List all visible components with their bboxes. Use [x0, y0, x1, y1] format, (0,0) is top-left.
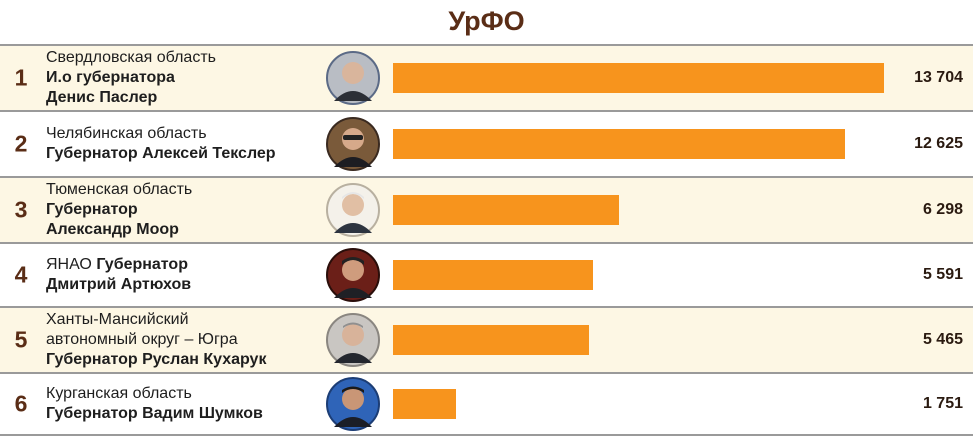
- ranking-row: 2 Челябинская область Губернатор Алексей…: [0, 110, 973, 176]
- region-label: Челябинская область Губернатор Алексей Т…: [46, 124, 316, 164]
- data-label: 13 704: [914, 69, 963, 86]
- region-label: Свердловская область И.о губернатора Ден…: [46, 48, 316, 108]
- chart-title: УрФО: [448, 6, 525, 36]
- region-label: Курганская область Губернатор Вадим Шумк…: [46, 384, 316, 424]
- governor-photo: [326, 117, 380, 171]
- rank-number: 6: [14, 390, 28, 417]
- region-label: ЯНАО Губернатор Дмитрий Артюхов: [46, 255, 316, 295]
- governor-photo: [326, 377, 380, 431]
- bar: [393, 195, 619, 225]
- ranking-row: 4 ЯНАО Губернатор Дмитрий Артюхов 5 591: [0, 242, 973, 306]
- governor-title: Губернатор: [46, 201, 138, 218]
- governor-name: Денис Паслер: [46, 89, 158, 106]
- governor-photo: [326, 51, 380, 105]
- region-label: Тюменская область Губернатор Александр М…: [46, 180, 316, 240]
- bar: [393, 129, 845, 159]
- ranking-row: 6 Курганская область Губернатор Вадим Шу…: [0, 372, 973, 436]
- data-label: 6 298: [922, 201, 963, 218]
- governor-title: Губернатор Вадим Шумков: [46, 405, 263, 422]
- region-label: Ханты-Мансийский автономный округ – Югра…: [46, 310, 316, 370]
- ranking-row: 3 Тюменская область Губернатор Александр…: [0, 176, 973, 242]
- region-name: Курганская область: [46, 385, 192, 402]
- data-label: 1 751: [922, 395, 963, 412]
- rank-number: 1: [14, 64, 28, 91]
- governor-name: Губернатор Руслан Кухарук: [46, 351, 267, 368]
- governor-title: Дмитрий Артюхов: [46, 276, 192, 293]
- region-name: Ханты-Мансийский: [46, 311, 189, 328]
- rank-number: 5: [14, 326, 28, 353]
- region-name: ЯНАО: [46, 256, 97, 273]
- region-name: Свердловская область: [46, 49, 216, 66]
- bar: [393, 63, 884, 93]
- rank-number: 2: [14, 130, 28, 157]
- rank-number: 4: [14, 261, 28, 288]
- region-name-bold: Губернатор: [96, 256, 188, 273]
- data-label: 5 465: [922, 331, 963, 348]
- bar: [393, 389, 456, 419]
- governor-photo: [326, 183, 380, 237]
- region-name: Тюменская область: [46, 181, 193, 198]
- ranking-row: 1 Свердловская область И.о губернатора Д…: [0, 44, 973, 110]
- rank-number: 3: [14, 196, 28, 223]
- data-label: 12 625: [914, 135, 963, 152]
- governor-title: И.о губернатора: [46, 69, 175, 86]
- ranking-row: 5 Ханты-Мансийский автономный округ – Юг…: [0, 306, 973, 372]
- region-name-cont: автономный округ – Югра: [46, 331, 238, 348]
- governor-title: Губернатор Алексей Текслер: [46, 145, 276, 162]
- governor-photo: [326, 313, 380, 367]
- governor-name: Александр Моор: [46, 221, 179, 238]
- governor-photo: [326, 248, 380, 302]
- data-label: 5 591: [922, 266, 963, 283]
- bar: [393, 260, 593, 290]
- region-name: Челябинская область: [46, 125, 207, 142]
- ranking-list: 1 Свердловская область И.о губернатора Д…: [0, 44, 973, 436]
- bar: [393, 325, 589, 355]
